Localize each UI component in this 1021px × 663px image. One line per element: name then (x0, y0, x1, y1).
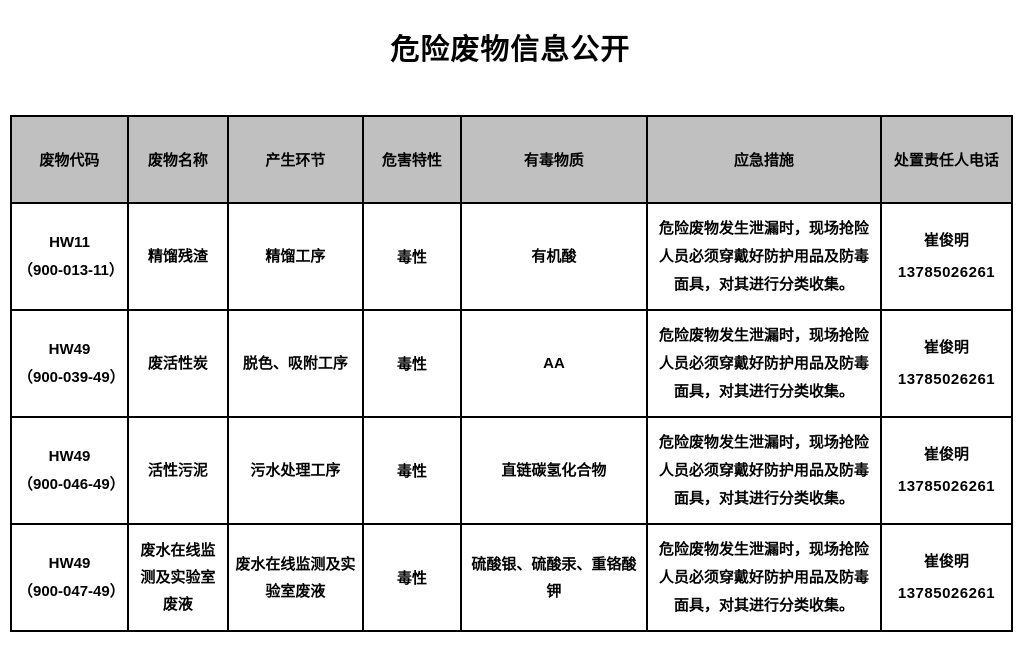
cell-hazard: 毒性 (362, 202, 462, 311)
table-row: HW11 （900-013-11） 精馏残渣 精馏工序 毒性 有机酸 危险废物发… (10, 202, 1013, 311)
col-header-process: 产生环节 (227, 115, 364, 204)
contact-phone: 13785026261 (897, 477, 996, 495)
cell-contact: 崔俊明 13785026261 (880, 523, 1013, 632)
cell-waste-name: 废水在线监测及实验室废液 (127, 523, 229, 632)
cell-hazard: 毒性 (362, 523, 462, 632)
cell-hazard: 毒性 (362, 416, 462, 525)
table-row: HW49 （900-047-49） 废水在线监测及实验室废液 废水在线监测及实验… (10, 523, 1013, 632)
contact-phone: 13785026261 (897, 370, 996, 388)
cell-contact: 崔俊明 13785026261 (880, 416, 1013, 525)
emergency-text: 危险废物发生泄漏时，现场抢险人员必须穿戴好防护用品及防毒面具，对其进行分类收集。 (658, 326, 869, 400)
cell-contact: 崔俊明 13785026261 (880, 202, 1013, 311)
col-header-toxic: 有毒物质 (460, 115, 648, 204)
cell-waste-name: 精馏残渣 (127, 202, 229, 311)
waste-code-detail: （900-013-11） (18, 261, 124, 279)
table-header-row: 废物代码 废物名称 产生环节 危害特性 有毒物质 应急措施 处置责任人电话 (10, 115, 1013, 204)
col-header-emergency: 应急措施 (646, 115, 882, 204)
cell-toxic: 直链碳氢化合物 (460, 416, 648, 525)
waste-code: HW11 (49, 233, 90, 251)
cell-waste-code: HW49 （900-047-49） (10, 523, 129, 632)
emergency-text: 危险废物发生泄漏时，现场抢险人员必须穿戴好防护用品及防毒面具，对其进行分类收集。 (658, 219, 869, 293)
col-header-hazard: 危害特性 (362, 115, 462, 204)
cell-emergency: 危险废物发生泄漏时，现场抢险人员必须穿戴好防护用品及防毒面具，对其进行分类收集。 (646, 523, 882, 632)
cell-process: 污水处理工序 (227, 416, 364, 525)
emergency-text: 危险废物发生泄漏时，现场抢险人员必须穿戴好防护用品及防毒面具，对其进行分类收集。 (658, 433, 869, 507)
contact-name: 崔俊明 (923, 552, 969, 570)
cell-waste-code: HW49 （900-039-49） (10, 309, 129, 418)
col-header-waste-code: 废物代码 (10, 115, 129, 204)
waste-code-detail: （900-047-49） (18, 582, 125, 600)
col-header-waste-name: 废物名称 (127, 115, 229, 204)
cell-process: 废水在线监测及实验室废液 (227, 523, 364, 632)
contact-name: 崔俊明 (923, 445, 969, 463)
cell-toxic: 有机酸 (460, 202, 648, 311)
cell-emergency: 危险废物发生泄漏时，现场抢险人员必须穿戴好防护用品及防毒面具，对其进行分类收集。 (646, 309, 882, 418)
cell-waste-name: 废活性炭 (127, 309, 229, 418)
table-row: HW49 （900-046-49） 活性污泥 污水处理工序 毒性 直链碳氢化合物… (10, 416, 1013, 525)
waste-code: HW49 (48, 554, 91, 572)
contact-phone: 13785026261 (897, 584, 996, 602)
cell-process: 脱色、吸附工序 (227, 309, 364, 418)
waste-code-detail: （900-046-49） (18, 475, 125, 493)
cell-waste-name: 活性污泥 (127, 416, 229, 525)
cell-toxic: AA (460, 309, 648, 418)
contact-phone: 13785026261 (897, 263, 996, 281)
emergency-text: 危险废物发生泄漏时，现场抢险人员必须穿戴好防护用品及防毒面具，对其进行分类收集。 (658, 540, 869, 614)
page-title: 危险废物信息公开 (390, 34, 631, 66)
cell-emergency: 危险废物发生泄漏时，现场抢险人员必须穿戴好防护用品及防毒面具，对其进行分类收集。 (646, 416, 882, 525)
waste-table-container: 废物代码 废物名称 产生环节 危害特性 有毒物质 应急措施 处置责任人电话 HW… (10, 115, 1013, 632)
cell-waste-code: HW11 （900-013-11） (10, 202, 129, 311)
table-row: HW49 （900-039-49） 废活性炭 脱色、吸附工序 毒性 AA 危险废… (10, 309, 1013, 418)
waste-code-detail: （900-039-49） (18, 368, 125, 386)
cell-contact: 崔俊明 13785026261 (880, 309, 1013, 418)
cell-hazard: 毒性 (362, 309, 462, 418)
cell-toxic: 硫酸银、硫酸汞、重铬酸钾 (460, 523, 648, 632)
waste-info-table: 废物代码 废物名称 产生环节 危害特性 有毒物质 应急措施 处置责任人电话 HW… (10, 115, 1013, 632)
cell-emergency: 危险废物发生泄漏时，现场抢险人员必须穿戴好防护用品及防毒面具，对其进行分类收集。 (646, 202, 882, 311)
waste-code: HW49 (48, 340, 91, 358)
cell-process: 精馏工序 (227, 202, 364, 311)
contact-name: 崔俊明 (923, 338, 969, 356)
col-header-contact: 处置责任人电话 (880, 115, 1013, 204)
cell-waste-code: HW49 （900-046-49） (10, 416, 129, 525)
waste-code: HW49 (48, 447, 91, 465)
contact-name: 崔俊明 (923, 231, 969, 249)
